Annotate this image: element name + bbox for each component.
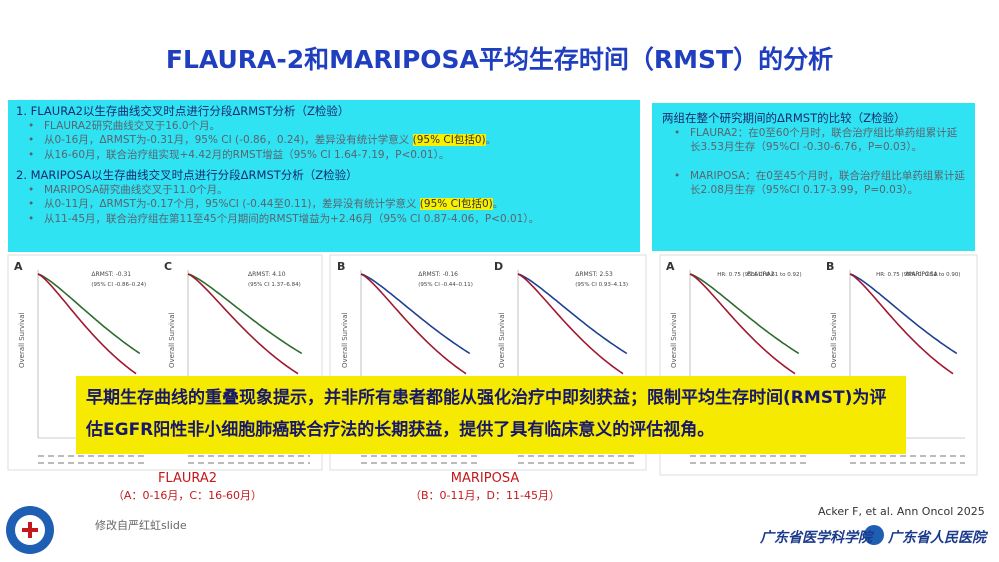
slide-title: FLAURA-2和MARIPOSA平均生存时间（RMST）的分析 [165,45,834,74]
survival-curve [689,273,796,375]
panel-note: ΔRMST: -0.16 [418,271,458,278]
panel-ci: (95% CI 0.93–4.13) [575,282,628,288]
callout: 早期生存曲线的重叠现象提示，并非所有患者都能从强化治疗中即刻获益；限制平均生存时… [76,376,906,454]
survival-curve [517,273,624,375]
panel-note: FLAURA2 [747,271,774,278]
bullet-item: 从16-60月，联合治疗组实现+4.42月的RMST增益（95% CI 1.64… [28,148,632,163]
bullet-item: FLAURA2研究曲线交叉于16.0个月。 [28,119,632,134]
panel-label: A [666,260,675,273]
bullet-item: 从11-45月，联合治疗组在第11至45个月期间的RMST增益为+2.46月（9… [28,212,632,227]
survival-curve [187,273,303,355]
panel-label: B [826,260,834,273]
caption-range: （A：0-16月，C：16-60月） [112,489,263,502]
y-axis-label: Overall Survival [830,312,838,368]
bullet-item: MARIPOSA：在0至45个月时，联合治疗组比单药组累计延长2.08月生存（9… [674,169,965,198]
survival-curve [37,273,137,375]
bullet-list: FLAURA2研究曲线交叉于16.0个月。从0-16月，ΔRMST为-0.31月… [16,119,632,163]
text: 从0-16月，ΔRMST为-0.31月，95% CI (-0.86，0.24)，… [44,134,413,146]
y-axis-label: Overall Survival [498,312,506,368]
panel-ci: (95% CI -0.44–0.11) [418,282,473,288]
logo [22,522,38,538]
bullet-list: MARIPOSA研究曲线交叉于11.0个月。从0-11月，ΔRMST为-0.17… [16,183,632,227]
survival-curve [849,273,958,355]
survival-curve [37,273,141,355]
caption-range: （B：0-11月，D：11-45月） [410,489,560,502]
bullet-item: 从0-16月，ΔRMST为-0.31月，95% CI (-0.86，0.24)，… [28,133,632,148]
heading: 2. MARIPOSA以生存曲线交叉时点进行分段ΔRMST分析（Z检验） [16,168,358,182]
institute: 广东省人民医院 [888,530,986,546]
text: 从0-11月，ΔRMST为-0.17个月，95%CI (-0.44至0.11)，… [44,198,420,210]
caption-name: MARIPOSA [450,471,520,486]
left-box: 1. FLAURA2以生存曲线交叉时点进行分段ΔRMST分析（Z检验）FLAUR… [8,100,640,252]
bullet-item: FLAURA2：在0至60个月时，联合治疗组比单药组累计延长3.53月生存（95… [674,126,965,155]
panel-ci: HR: 0.75 (95% CI 0.61 to 0.92) [717,272,801,278]
panel-note: ΔRMST: 4.10 [248,271,286,278]
survival-curve [187,273,299,375]
citation: Acker F, et al. Ann Oncol 2025 [818,505,985,518]
y-axis-label: Overall Survival [18,312,26,368]
panel-ci: (95% CI -0.86–0.24) [91,282,146,288]
bullet-item: 从0-11月，ΔRMST为-0.17个月，95%CI (-0.44至0.11)，… [28,197,632,212]
institute: 广东省医学科学院 [760,530,872,546]
y-axis-label: Overall Survival [168,312,176,368]
caption: FLAURA2 （A：0-16月，C：16-60月） [80,470,295,504]
survival-curve [360,273,471,355]
heading: 1. FLAURA2以生存曲线交叉时点进行分段ΔRMST分析（Z检验） [16,104,350,118]
panel-label: D [494,260,503,273]
heading: 两组在整个研究期间的ΔRMST的比较（Z检验） [662,111,906,125]
panel-note: ΔRMST: -0.31 [91,271,131,278]
panel-label: C [164,260,172,273]
survival-curve [360,273,467,375]
footer-note: 修改自严红虹slide [95,519,187,532]
text: 。 [492,198,504,210]
panel-ci: HR: 0.75 (95% CI 0.61 to 0.90) [876,272,960,278]
survival-curve [849,273,954,375]
panel-label: B [337,260,345,273]
highlight: (95% CI包括0) [419,198,493,210]
highlight: (95% CI包括0) [412,134,486,146]
caption: MARIPOSA （B：0-11月，D：11-45月） [370,470,600,504]
survival-curve [517,273,628,355]
text: 。 [485,134,497,146]
panel-note: ΔRMST: 2.53 [575,271,613,278]
right-box: 两组在整个研究期间的ΔRMST的比较（Z检验）FLAURA2：在0至60个月时，… [652,103,975,251]
caption-name: FLAURA2 [157,471,218,486]
y-axis-label: Overall Survival [670,312,678,368]
panel-label: A [14,260,23,273]
y-axis-label: Overall Survival [341,312,349,368]
logo [864,525,884,545]
panel-note: MARIPOSA [906,271,938,278]
panel-ci: (95% CI 1.37–6.84) [248,282,301,288]
bullet-list: FLAURA2：在0至60个月时，联合治疗组比单药组累计延长3.53月生存（95… [662,126,965,198]
bullet-item: MARIPOSA研究曲线交叉于11.0个月。 [28,183,632,198]
survival-curve [689,273,800,355]
